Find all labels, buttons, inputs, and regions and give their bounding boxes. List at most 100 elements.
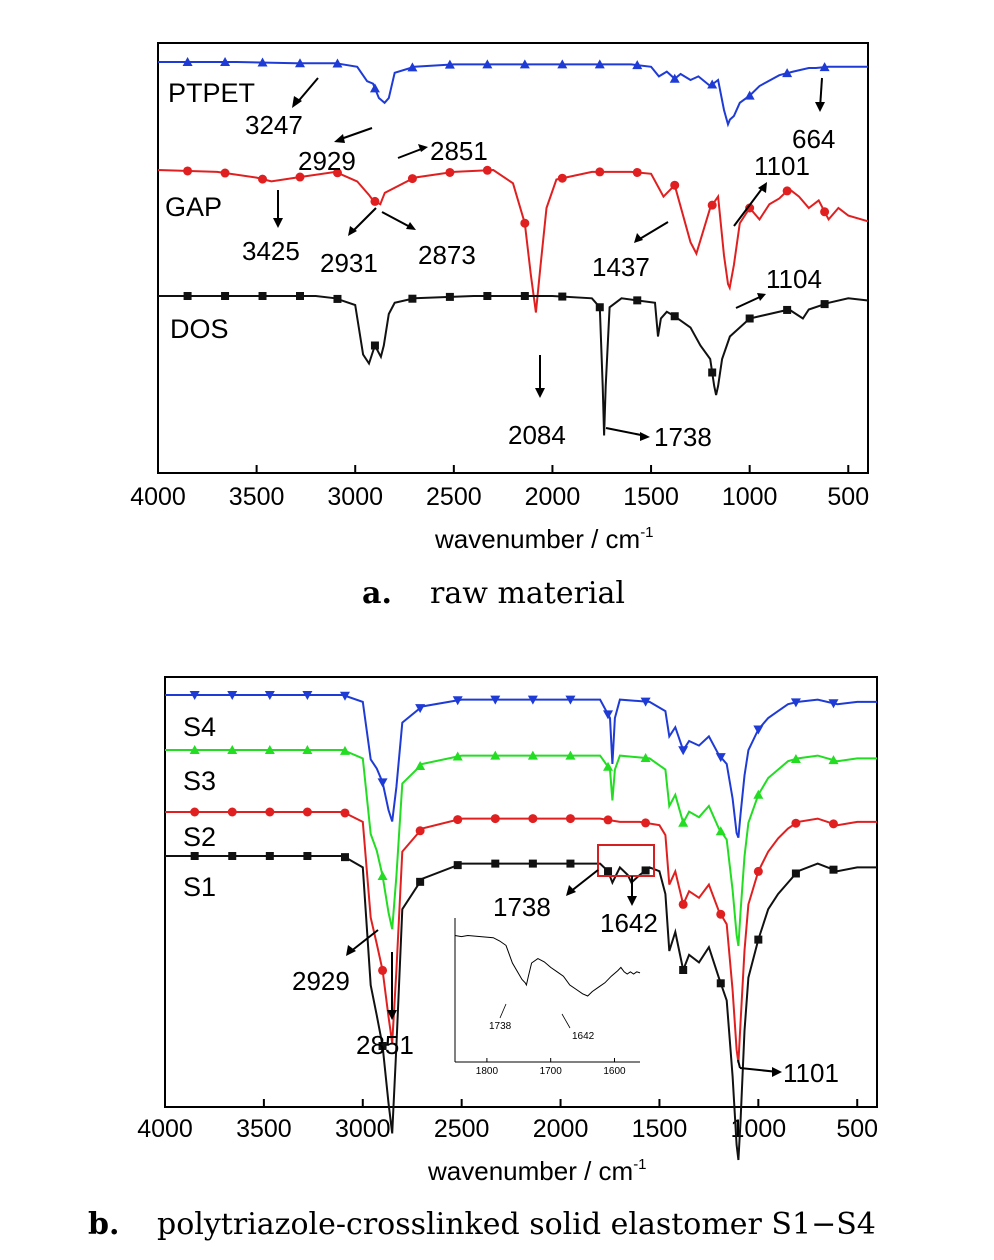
series-marker-s3 — [264, 745, 275, 754]
series-marker-s4 — [490, 695, 501, 705]
series-marker-s3 — [640, 753, 651, 763]
series-marker-s2 — [378, 965, 388, 975]
x-tick-label: 2000 — [525, 483, 581, 511]
series-marker-s3 — [339, 745, 350, 755]
inset-plot: 1800 1700 1600 1738 1642 — [454, 918, 641, 1077]
annotation-2084: 2084 — [508, 420, 566, 450]
x-tick-label: 3000 — [327, 483, 383, 511]
panel-a-x-ticks: 4000 3500 3000 2500 2000 1500 1000 500 — [130, 465, 869, 511]
series-marker-s4 — [227, 691, 238, 700]
inset-highlight-box — [597, 844, 655, 877]
legend-s2: S2 — [183, 822, 216, 852]
series-marker-s3 — [603, 761, 614, 771]
series-marker-s1 — [679, 966, 688, 974]
annotation-1104: 1104 — [766, 264, 822, 294]
series-marker-s1 — [416, 877, 425, 886]
series-marker-dos — [783, 305, 792, 314]
legend-ptpet: PTPET — [168, 78, 255, 108]
series-marker-s4 — [377, 778, 388, 788]
x-tick-label: 4000 — [130, 483, 186, 511]
series-marker-s4 — [715, 753, 726, 763]
series-line-s3 — [165, 749, 877, 947]
series-marker-ptpet — [482, 59, 493, 69]
inset-x-ticks: 1800 1700 1600 — [476, 1058, 626, 1077]
series-marker-s3 — [678, 817, 689, 827]
series-marker-gap — [220, 168, 230, 178]
series-marker-gap — [295, 172, 305, 182]
series-marker-ptpet — [557, 59, 568, 69]
legend-s3: S3 — [183, 766, 216, 796]
series-marker-s1 — [528, 859, 537, 868]
series-marker-s3 — [490, 750, 501, 760]
series-marker-s2 — [415, 826, 425, 836]
series-marker-s3 — [828, 755, 839, 765]
series-marker-s2 — [490, 814, 500, 824]
series-marker-ptpet — [744, 90, 755, 100]
series-marker-ptpet — [295, 58, 305, 68]
series-marker-gap — [632, 167, 642, 177]
caption-b-letter: b. — [88, 1207, 119, 1242]
series-marker-s2 — [641, 818, 651, 828]
annotation-1738-a: 1738 — [654, 422, 712, 452]
annotation-2873: 2873 — [418, 240, 476, 270]
series-marker-s1 — [829, 865, 838, 874]
series-marker-s2 — [340, 808, 350, 818]
annotation-664: 664 — [792, 124, 835, 154]
series-marker-s3 — [302, 745, 313, 754]
series-marker-s2 — [453, 815, 463, 825]
caption-a-letter: a. — [362, 576, 392, 611]
series-marker-s3 — [415, 760, 426, 770]
series-marker-s4 — [790, 698, 801, 708]
panel-a-arrowheads — [273, 96, 825, 441]
inset-tick-label: 1700 — [540, 1066, 563, 1077]
series-marker-s4 — [452, 696, 463, 706]
series-marker-s4 — [678, 746, 689, 756]
legend-dos: DOS — [170, 314, 229, 344]
series-marker-gap — [482, 165, 492, 175]
series-marker-s1 — [303, 852, 312, 860]
inset-annotation-1642: 1642 — [572, 1031, 595, 1042]
annotation-1101-a: 1101 — [754, 151, 810, 181]
series-marker-gap — [782, 186, 792, 196]
series-marker-gap — [670, 180, 680, 190]
series-marker-s4 — [415, 704, 426, 714]
series-marker-ptpet — [369, 83, 380, 93]
series-marker-s3 — [527, 750, 538, 760]
series-marker-s3 — [565, 750, 576, 760]
series-marker-dos — [333, 294, 342, 303]
series-marker-ptpet — [632, 60, 643, 70]
series-marker-s1 — [453, 861, 462, 870]
x-tick-label: 3500 — [236, 1115, 292, 1143]
series-marker-dos — [595, 303, 604, 312]
series-marker-gap — [183, 166, 193, 176]
series-marker-gap — [595, 167, 605, 177]
series-marker-s4 — [565, 695, 576, 705]
caption-b-text: polytriazole-crosslinked solid elastomer… — [157, 1207, 876, 1242]
series-line-s1 — [165, 855, 877, 1161]
panel-a-series — [157, 57, 869, 436]
series-marker-s2 — [227, 807, 237, 817]
annotation-1437: 1437 — [592, 252, 650, 282]
annotation-1642-b: 1642 — [600, 908, 658, 938]
series-marker-s2 — [265, 807, 275, 817]
series-marker-s3 — [452, 751, 463, 761]
series-marker-gap — [445, 167, 455, 177]
series-marker-dos — [296, 292, 304, 300]
series-marker-ptpet — [707, 79, 718, 89]
series-marker-s4 — [302, 691, 313, 700]
series-marker-dos — [633, 296, 642, 305]
panel-a: 4000 3500 3000 2500 2000 1500 1000 500 PTPET GA… — [130, 42, 869, 611]
x-tick-label: 3500 — [229, 483, 285, 511]
series-marker-s3 — [189, 745, 200, 754]
annotation-1738-b: 1738 — [493, 892, 551, 922]
series-marker-ptpet — [257, 57, 268, 67]
series-marker-s2 — [753, 866, 763, 876]
series-marker-s3 — [377, 871, 388, 880]
series-marker-s2 — [565, 814, 575, 824]
panel-a-frame — [157, 42, 869, 474]
series-marker-dos — [408, 294, 417, 303]
series-marker-s2 — [603, 815, 613, 825]
series-marker-s4 — [527, 695, 538, 705]
annotation-1101-b: 1101 — [783, 1058, 839, 1088]
annotation-2931: 2931 — [320, 248, 378, 278]
